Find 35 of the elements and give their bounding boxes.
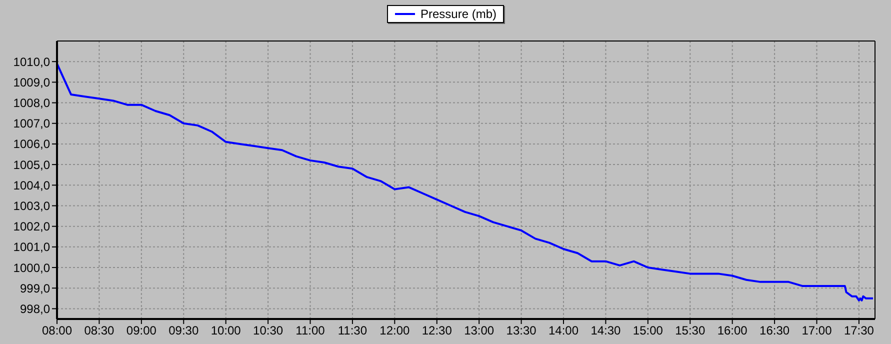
x-tick-label: 15:30 bbox=[675, 324, 706, 338]
y-tick-label: 1007,0 bbox=[13, 116, 50, 131]
y-tick-label: 999,0 bbox=[20, 281, 50, 296]
line-series bbox=[57, 62, 874, 302]
y-tick-label: 1010,0 bbox=[13, 54, 50, 69]
y-tick-label: 1001,0 bbox=[13, 240, 50, 254]
y-tick-label: 1009,0 bbox=[13, 75, 50, 90]
y-tick-label: 1005,0 bbox=[13, 158, 50, 172]
x-tick-label: 11:00 bbox=[296, 324, 326, 338]
x-tick-label: 12:30 bbox=[422, 324, 452, 338]
y-tick-label: 1008,0 bbox=[13, 96, 50, 110]
y-tick-label: 1004,0 bbox=[13, 178, 50, 192]
y-tick-label: 1003,0 bbox=[13, 199, 50, 213]
x-tick-label: 09:00 bbox=[126, 324, 157, 338]
x-tick-label: 17:30 bbox=[844, 324, 874, 338]
x-tick-label: 12:00 bbox=[380, 324, 410, 338]
x-tick-label: 16:30 bbox=[760, 324, 790, 338]
x-tick-label: 13:30 bbox=[506, 324, 537, 338]
x-tick-label: 16:00 bbox=[717, 324, 748, 338]
x-tick-label: 08:00 bbox=[42, 324, 72, 338]
y-tick-label: 998,0 bbox=[20, 302, 50, 316]
x-tick-label: 14:30 bbox=[590, 324, 622, 338]
x-tick-label: 14:00 bbox=[548, 324, 579, 338]
x-tick-label: 10:00 bbox=[210, 324, 242, 338]
y-tick-label: 1002,0 bbox=[13, 220, 50, 234]
x-tick-label: 17:00 bbox=[802, 324, 832, 338]
x-tick-label: 15:00 bbox=[632, 324, 664, 338]
x-tick-label: 13:00 bbox=[464, 324, 494, 338]
x-tick-label: 09:30 bbox=[168, 324, 199, 338]
y-tick-label: 1006,0 bbox=[13, 137, 50, 152]
x-tick-label: 11:30 bbox=[338, 324, 368, 338]
legend-label: Pressure (mb) bbox=[420, 7, 496, 21]
x-tick-label: 08:30 bbox=[84, 324, 115, 338]
x-tick-label: 10:30 bbox=[253, 324, 284, 338]
y-tick-label: 1000,0 bbox=[13, 260, 50, 275]
